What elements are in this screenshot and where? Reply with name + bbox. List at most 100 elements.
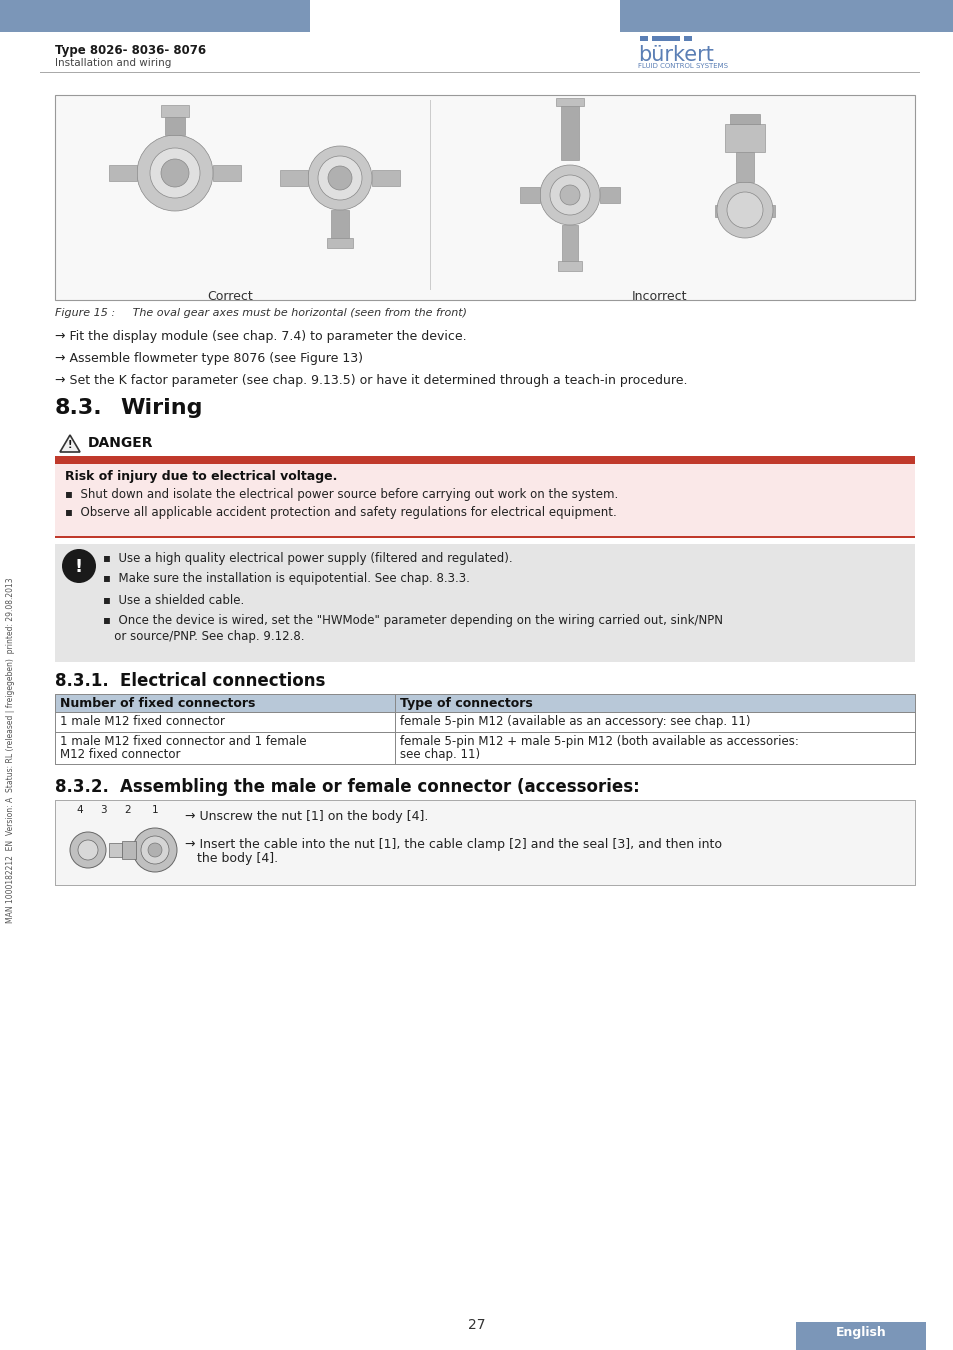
- Circle shape: [150, 148, 200, 198]
- Bar: [430, 100, 431, 290]
- Text: Type of connectors: Type of connectors: [399, 697, 532, 710]
- Text: Risk of injury due to electrical voltage.: Risk of injury due to electrical voltage…: [65, 470, 337, 483]
- Bar: [561, 225, 578, 263]
- Text: 8.3.: 8.3.: [55, 398, 103, 418]
- Bar: [327, 238, 353, 248]
- Circle shape: [62, 549, 96, 583]
- Circle shape: [308, 146, 372, 211]
- Text: → Assemble flowmeter type 8076 (see Figure 13): → Assemble flowmeter type 8076 (see Figu…: [55, 352, 363, 365]
- Bar: [639, 36, 647, 40]
- Bar: [651, 36, 679, 40]
- Bar: [735, 153, 753, 182]
- Text: DANGER: DANGER: [88, 436, 153, 450]
- Circle shape: [559, 185, 579, 205]
- Bar: [55, 464, 914, 536]
- Bar: [165, 117, 185, 135]
- Text: Correct: Correct: [207, 290, 253, 302]
- Bar: [729, 113, 760, 124]
- Bar: [55, 801, 914, 886]
- Text: female 5-pin M12 (available as an accessory: see chap. 11): female 5-pin M12 (available as an access…: [399, 716, 750, 728]
- Text: or source/PNP. See chap. 9.12.8.: or source/PNP. See chap. 9.12.8.: [103, 630, 304, 643]
- Bar: [331, 211, 349, 238]
- Text: M12 fixed connector: M12 fixed connector: [60, 748, 180, 761]
- Circle shape: [550, 176, 589, 215]
- Text: 1 male M12 fixed connector and 1 female: 1 male M12 fixed connector and 1 female: [60, 734, 306, 748]
- Bar: [55, 732, 914, 764]
- Bar: [55, 694, 914, 711]
- Text: 4: 4: [76, 805, 83, 815]
- Text: → Insert the cable into the nut [1], the cable clamp [2] and the seal [3], and t: → Insert the cable into the nut [1], the…: [185, 838, 721, 850]
- Bar: [55, 711, 914, 732]
- Circle shape: [328, 166, 352, 190]
- Bar: [519, 188, 539, 202]
- Text: ▪  Use a high quality electrical power supply (filtered and regulated).: ▪ Use a high quality electrical power su…: [103, 552, 512, 566]
- Bar: [55, 536, 914, 539]
- Bar: [55, 801, 914, 886]
- Text: ▪  Once the device is wired, set the "HWMode" parameter depending on the wiring : ▪ Once the device is wired, set the "HWM…: [103, 614, 722, 626]
- Circle shape: [161, 159, 189, 188]
- Text: 8.3.2.: 8.3.2.: [55, 778, 109, 796]
- Circle shape: [141, 836, 169, 864]
- Text: 1 male M12 fixed connector: 1 male M12 fixed connector: [60, 716, 225, 728]
- Bar: [55, 711, 914, 732]
- Text: Number of fixed connectors: Number of fixed connectors: [60, 697, 255, 710]
- Circle shape: [539, 165, 599, 225]
- Bar: [599, 188, 619, 202]
- Text: → Fit the display module (see chap. 7.4) to parameter the device.: → Fit the display module (see chap. 7.4)…: [55, 329, 466, 343]
- Bar: [109, 842, 122, 857]
- Text: !: !: [75, 558, 83, 576]
- Bar: [213, 165, 241, 181]
- Circle shape: [78, 840, 98, 860]
- Bar: [55, 732, 914, 764]
- Text: !: !: [68, 440, 72, 450]
- Text: 8.3.1.: 8.3.1.: [55, 672, 109, 690]
- Circle shape: [317, 157, 361, 200]
- Bar: [0, 0, 310, 32]
- Text: 2: 2: [125, 805, 132, 815]
- Bar: [310, 0, 619, 32]
- Text: ▪  Make sure the installation is equipotential. See chap. 8.3.3.: ▪ Make sure the installation is equipote…: [103, 572, 470, 585]
- Text: female 5-pin M12 + male 5-pin M12 (both available as accessories:: female 5-pin M12 + male 5-pin M12 (both …: [399, 734, 798, 748]
- Bar: [714, 205, 732, 217]
- Text: see chap. 11): see chap. 11): [399, 748, 479, 761]
- Bar: [280, 170, 308, 186]
- Text: ▪  Use a shielded cable.: ▪ Use a shielded cable.: [103, 594, 244, 608]
- Bar: [55, 544, 914, 662]
- Text: Figure 15 :     The oval gear axes must be horizontal (seen from the front): Figure 15 : The oval gear axes must be h…: [55, 308, 467, 319]
- Bar: [161, 105, 189, 117]
- Text: ▪  Observe all applicable accident protection and safety regulations for electri: ▪ Observe all applicable accident protec…: [65, 506, 616, 518]
- Text: 27: 27: [468, 1318, 485, 1332]
- Text: Incorrect: Incorrect: [632, 290, 687, 302]
- Text: ▪  Shut down and isolate the electrical power source before carrying out work on: ▪ Shut down and isolate the electrical p…: [65, 487, 618, 501]
- Text: 3: 3: [99, 805, 106, 815]
- Circle shape: [70, 832, 106, 868]
- Text: English: English: [835, 1326, 885, 1339]
- Bar: [55, 95, 914, 300]
- Bar: [558, 261, 581, 271]
- Text: Electrical connections: Electrical connections: [120, 672, 325, 690]
- Bar: [556, 99, 583, 107]
- Bar: [372, 170, 399, 186]
- Text: Wiring: Wiring: [120, 398, 202, 418]
- Text: bürkert: bürkert: [638, 45, 713, 65]
- Circle shape: [726, 192, 762, 228]
- Bar: [109, 165, 137, 181]
- Bar: [683, 36, 691, 40]
- Text: 1: 1: [152, 805, 158, 815]
- Text: FLUID CONTROL SYSTEMS: FLUID CONTROL SYSTEMS: [638, 63, 727, 69]
- Circle shape: [132, 828, 177, 872]
- Bar: [757, 205, 774, 217]
- Bar: [122, 841, 136, 859]
- Bar: [619, 0, 953, 32]
- Text: → Set the K factor parameter (see chap. 9.13.5) or have it determined through a : → Set the K factor parameter (see chap. …: [55, 374, 687, 387]
- Bar: [795, 1322, 925, 1350]
- Bar: [560, 100, 578, 161]
- Circle shape: [148, 842, 162, 857]
- Text: Installation and wiring: Installation and wiring: [55, 58, 172, 68]
- Bar: [55, 456, 914, 464]
- Polygon shape: [60, 435, 80, 452]
- Text: the body [4].: the body [4].: [185, 852, 278, 865]
- Circle shape: [137, 135, 213, 211]
- Text: MAN 1000182212  EN  Version: A  Status: RL (released | freigegeben)  printed: 29: MAN 1000182212 EN Version: A Status: RL …: [7, 578, 15, 923]
- Text: Type 8026- 8036- 8076: Type 8026- 8036- 8076: [55, 45, 206, 57]
